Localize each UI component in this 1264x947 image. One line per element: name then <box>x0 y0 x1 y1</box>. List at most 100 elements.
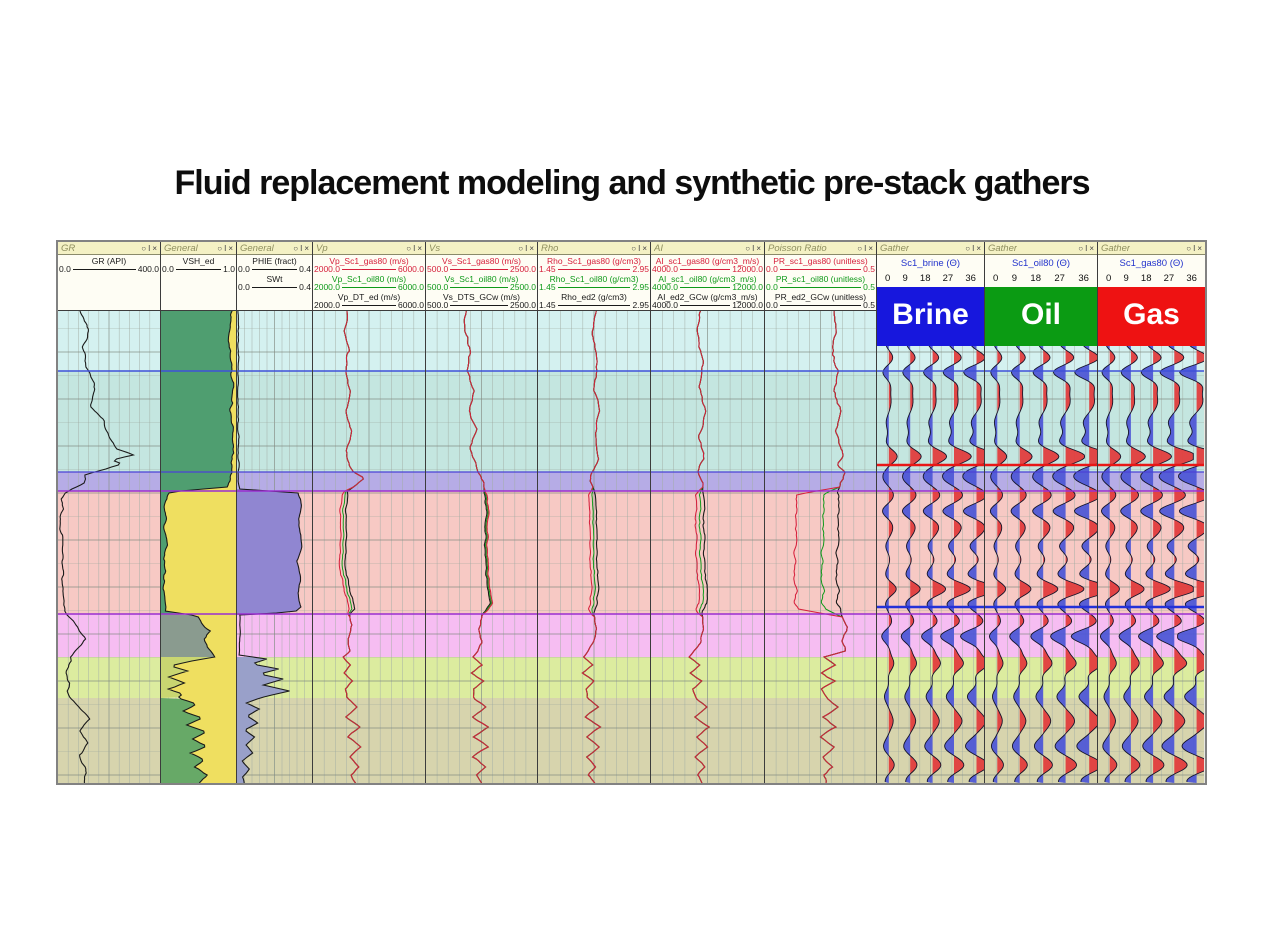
minimize-icon[interactable]: ○ <box>631 243 637 253</box>
track-titlebar[interactable]: AI ○ I × <box>651 242 764 255</box>
restore-icon[interactable]: I <box>752 243 755 253</box>
curve-legend: Vs_Sc1_oil80 (m/s) 500.0 2500.0 <box>427 274 536 292</box>
track-plot-area[interactable] <box>313 311 425 783</box>
restore-icon[interactable]: I <box>224 243 227 253</box>
close-icon[interactable]: × <box>152 243 157 253</box>
close-icon[interactable]: × <box>868 243 873 253</box>
track-titlebar[interactable]: Vp ○ I × <box>313 242 425 255</box>
curve-legend: SWt 0.0 0.4 <box>238 274 311 292</box>
curve-legend: PR_sc1_oil80 (unitless) 0.0 0.5 <box>766 274 875 292</box>
curve-legend: Rho_ed2 (g/cm3) 1.45 2.95 <box>539 292 649 310</box>
track-vp: Vp ○ I × Vp_Sc1_gas80 (m/s) 2000.0 6000.0 V… <box>313 242 426 783</box>
curve-legend: VSH_ed 0.0 1.0 <box>162 256 235 274</box>
track-header: Vp_Sc1_gas80 (m/s) 2000.0 6000.0 Vp_Sc1_o… <box>313 255 425 311</box>
minimize-icon[interactable]: ○ <box>1186 243 1192 253</box>
curve-legend: Vs_DTS_GCw (m/s) 500.0 2500.0 <box>427 292 536 310</box>
track-plot-area[interactable] <box>237 311 312 783</box>
angle-scale: 0 9 18 27 36 <box>993 273 1089 284</box>
track-plot-area[interactable] <box>161 311 236 783</box>
close-icon[interactable]: × <box>1197 243 1202 253</box>
track-plot-area[interactable] <box>58 311 160 783</box>
track-plot-area[interactable] <box>426 311 537 783</box>
track-header: GR (API) 0.0 400.0 <box>58 255 160 311</box>
curve-legend: AI_sc1_gas80 (g/cm3_m/s) 4000.0 12000.0 <box>652 256 763 274</box>
track-gather-oil: Gather ○ I × Sc1_oil80 (Θ) 0 9 18 27 36 Oil <box>985 242 1098 783</box>
track-header: PR_sc1_gas80 (unitless) 0.0 0.5 PR_sc1_oi… <box>765 255 876 311</box>
track-rho: Rho ○ I × Rho_Sc1_gas80 (g/cm3) 1.45 2.95 R… <box>538 242 651 783</box>
minimize-icon[interactable]: ○ <box>965 243 971 253</box>
track-plot-area[interactable]: Gas <box>1098 287 1205 783</box>
restore-icon[interactable]: I <box>972 243 975 253</box>
minimize-icon[interactable]: ○ <box>141 243 147 253</box>
track-titlebar[interactable]: Gather ○ I × <box>877 242 984 255</box>
restore-icon[interactable]: I <box>1193 243 1196 253</box>
track-gr: GR ○ I × GR (API) 0.0 400.0 <box>58 242 161 783</box>
minimize-icon[interactable]: ○ <box>518 243 524 253</box>
log-view-panel: GR ○ I × GR (API) 0.0 400.0 General ○ I × VSH… <box>56 240 1207 785</box>
track-title: GR <box>61 242 76 254</box>
restore-icon[interactable]: I <box>864 243 867 253</box>
close-icon[interactable]: × <box>228 243 233 253</box>
close-icon[interactable]: × <box>642 243 647 253</box>
track-phie: General ○ I × PHIE (fract) 0.0 0.4 SWt 0.0 0… <box>237 242 313 783</box>
track-plot-area[interactable] <box>651 311 764 783</box>
track-ai: AI ○ I × AI_sc1_gas80 (g/cm3_m/s) 4000.0 12… <box>651 242 765 783</box>
restore-icon[interactable]: I <box>1085 243 1088 253</box>
restore-icon[interactable]: I <box>413 243 416 253</box>
restore-icon[interactable]: I <box>300 243 303 253</box>
minimize-icon[interactable]: ○ <box>857 243 863 253</box>
track-title: Gather <box>1101 242 1131 254</box>
gather-name: Sc1_brine (Θ) <box>900 258 961 269</box>
track-titlebar[interactable]: Vs ○ I × <box>426 242 537 255</box>
restore-icon[interactable]: I <box>638 243 641 253</box>
close-icon[interactable]: × <box>529 243 534 253</box>
track-titlebar[interactable]: Gather ○ I × <box>985 242 1097 255</box>
track-title: Rho <box>541 242 559 254</box>
track-titlebar[interactable]: GR ○ I × <box>58 242 160 255</box>
track-titlebar[interactable]: Gather ○ I × <box>1098 242 1205 255</box>
minimize-icon[interactable]: ○ <box>217 243 223 253</box>
curve-legend: PR_ed2_GCw (unitless) 0.0 0.5 <box>766 292 875 310</box>
track-titlebar[interactable]: General ○ I × <box>161 242 236 255</box>
track-titlebar[interactable]: Poisson Ratio ○ I × <box>765 242 876 255</box>
close-icon[interactable]: × <box>417 243 422 253</box>
track-title: Poisson Ratio <box>768 242 827 254</box>
minimize-icon[interactable]: ○ <box>293 243 299 253</box>
track-titlebar[interactable]: General ○ I × <box>237 242 312 255</box>
curve-legend: Vs_Sc1_gas80 (m/s) 500.0 2500.0 <box>427 256 536 274</box>
track-vs: Vs ○ I × Vs_Sc1_gas80 (m/s) 500.0 2500.0 Vs… <box>426 242 538 783</box>
curve-legend: PHIE (fract) 0.0 0.4 <box>238 256 311 274</box>
track-title: Gather <box>880 242 910 254</box>
close-icon[interactable]: × <box>756 243 761 253</box>
close-icon[interactable]: × <box>976 243 981 253</box>
fluid-label-brine: Brine <box>877 287 984 346</box>
track-plot-area[interactable] <box>765 311 876 783</box>
angle-scale: 0 9 18 27 36 <box>885 273 976 284</box>
curve-legend: Vp_Sc1_oil80 (m/s) 2000.0 6000.0 <box>314 274 424 292</box>
track-header: PHIE (fract) 0.0 0.4 SWt 0.0 0.4 <box>237 255 312 311</box>
curve-legend: PR_sc1_gas80 (unitless) 0.0 0.5 <box>766 256 875 274</box>
close-icon[interactable]: × <box>304 243 309 253</box>
minimize-icon[interactable]: ○ <box>745 243 751 253</box>
restore-icon[interactable]: I <box>525 243 528 253</box>
track-plot-area[interactable]: Brine <box>877 287 984 783</box>
track-header: Vs_Sc1_gas80 (m/s) 500.0 2500.0 Vs_Sc1_oi… <box>426 255 537 311</box>
restore-icon[interactable]: I <box>148 243 151 253</box>
gather-name: Sc1_gas80 (Θ) <box>1119 258 1184 269</box>
track-titlebar[interactable]: Rho ○ I × <box>538 242 650 255</box>
curve-legend: GR (API) 0.0 400.0 <box>59 256 159 274</box>
fluid-label-oil: Oil <box>985 287 1097 346</box>
angle-scale: 0 9 18 27 36 <box>1106 273 1197 284</box>
track-gather-gas: Gather ○ I × Sc1_gas80 (Θ) 0 9 18 27 36 Gas <box>1098 242 1205 783</box>
track-gather-brine: Gather ○ I × Sc1_brine (Θ) 0 9 18 27 36 Brine <box>877 242 985 783</box>
track-header: VSH_ed 0.0 1.0 <box>161 255 236 311</box>
track-title: Gather <box>988 242 1018 254</box>
track-poisson-ratio: Poisson Ratio ○ I × PR_sc1_gas80 (unitless… <box>765 242 877 783</box>
track-plot-area[interactable]: Oil <box>985 287 1097 783</box>
track-title: Vs <box>429 242 441 254</box>
close-icon[interactable]: × <box>1089 243 1094 253</box>
minimize-icon[interactable]: ○ <box>1078 243 1084 253</box>
track-plot-area[interactable] <box>538 311 650 783</box>
minimize-icon[interactable]: ○ <box>406 243 412 253</box>
fluid-label-gas: Gas <box>1098 287 1205 346</box>
